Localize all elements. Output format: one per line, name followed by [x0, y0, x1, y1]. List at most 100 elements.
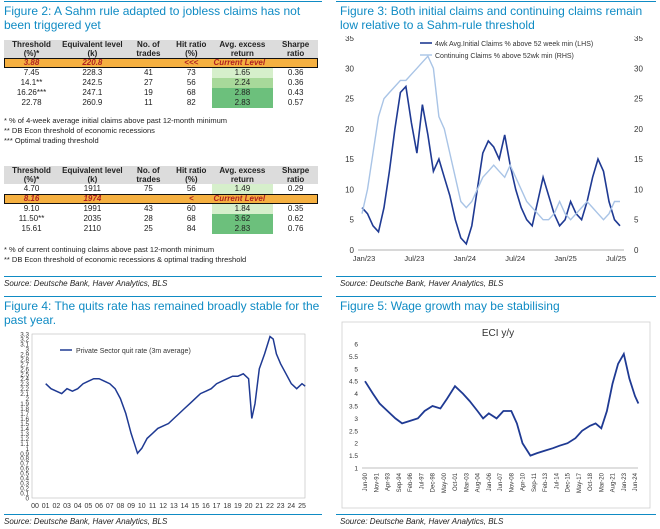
x-tick-label: 23	[277, 503, 285, 510]
x-tick-label: 14	[181, 503, 189, 510]
figure-5-source: Source: Deutsche Bank, Haver Analytics, …	[340, 517, 504, 526]
table-cell: 1991	[83, 204, 102, 213]
table-cell: 60	[186, 204, 196, 213]
y-tick-label: 2.2	[20, 386, 29, 393]
x-tick-label: Jan-23	[622, 472, 628, 491]
y-tick-label: 0.7	[20, 461, 29, 468]
y-left-tick-label: 25	[345, 95, 354, 104]
y-tick-label: 2.7	[20, 361, 29, 368]
x-tick-label: Jun-24	[633, 472, 639, 491]
table-header-cell: Equivalent level (k)	[62, 166, 123, 184]
x-tick-label: 03	[63, 503, 71, 510]
table-row: 11.50** 2035 28 68 3.62 0.62	[4, 214, 318, 224]
y-tick-label: 2.9	[20, 351, 29, 358]
x-tick-label: 17	[213, 503, 221, 510]
x-tick-label: Jul-97	[419, 472, 425, 489]
current-level-label-cell: Current Level	[211, 58, 318, 68]
x-tick-label: Sep-94	[397, 472, 403, 492]
x-tick-label: 01	[42, 503, 50, 510]
legend-label-continuing-claims: Continuing Claims % above 52wk min (RHS)	[435, 53, 574, 60]
x-tick-label: 18	[223, 503, 231, 510]
y-tick-label: 2.5	[20, 371, 29, 378]
figure-3-chart: 0 5 10 15 20 25 30 35 0 5 10 15 20 25 30 35 Jan/23 Jul/23…	[345, 36, 643, 263]
table-cell: 0.57	[287, 98, 304, 107]
figure-4-panel: Figure 4: The quits rate has remained br…	[0, 296, 325, 529]
table-cell: 0.76	[287, 224, 304, 233]
y-tick-label: 3.2	[20, 336, 29, 343]
figure-3-source: Source: Deutsche Bank, Haver Analytics, …	[340, 279, 504, 288]
table-cell	[125, 58, 172, 68]
legend-label-quit-rate: Private Sector quit rate (3m average)	[76, 348, 191, 355]
table-cell: 11	[144, 98, 153, 107]
y-right-tick-label: 5	[634, 216, 639, 225]
y-left-tick-label: 10	[345, 185, 354, 194]
table-footnote: *** Optimal trading threshold	[4, 136, 99, 145]
y-tick-label: 0.4	[20, 476, 29, 483]
figure-4-title: Figure 4: The quits rate has remained br…	[4, 299, 320, 327]
y-tick-label: 3	[354, 416, 358, 423]
x-tick-label: Jul/23	[404, 254, 424, 263]
x-tick-label: Oct-18	[588, 472, 594, 491]
figure-3-panel: Figure 3: Both initial claims and contin…	[336, 0, 660, 290]
x-tick-label: 00	[31, 503, 39, 510]
figure-2-bottom-rule	[4, 276, 322, 277]
table-cell: 19	[143, 88, 153, 97]
table-header-cell: Hit ratio (%)	[176, 40, 207, 58]
x-tick-label: 25	[298, 503, 306, 510]
y-tick-label: 2.5	[349, 428, 358, 435]
current-marker-cell: <<<	[171, 58, 212, 68]
y-right-tick-label: 0	[634, 246, 639, 255]
table-cell: 14.1**	[20, 78, 43, 87]
y-tick-label: 0.3	[20, 481, 29, 488]
y-tick-label: 2.3	[20, 381, 29, 388]
table-cell: 247.1	[82, 88, 103, 97]
current-level-label-cell: Current Level	[211, 194, 318, 204]
figure-2-top-rule	[4, 1, 322, 2]
table-cell: 84	[186, 224, 196, 233]
table-row: 16.26*** 247.1 19 68 2.88 0.43	[4, 88, 318, 98]
table-cell: 75	[143, 184, 153, 193]
y-tick-label: 1	[25, 446, 29, 453]
y-tick-label: 3	[25, 346, 29, 353]
x-tick-label: 24	[287, 503, 295, 510]
x-tick-label: 02	[52, 503, 60, 510]
table-row: 22.78 260.9 11 82 2.83 0.57	[4, 98, 318, 108]
x-tick-label: Dec-98	[431, 472, 437, 492]
y-tick-label: 1.4	[20, 426, 29, 433]
y-tick-label: 1	[354, 466, 358, 473]
avg-excess-return-cell: 1.84	[211, 204, 274, 214]
current-marker-cell: <	[171, 194, 212, 204]
table-row: 15.61 2110 25 84 2.83 0.76	[4, 224, 318, 234]
y-left-tick-label: 35	[345, 36, 354, 43]
y-left-tick-label: 20	[345, 125, 354, 134]
y-tick-label: 0.9	[20, 451, 29, 458]
y-tick-label: 1.5	[349, 453, 358, 460]
x-tick-label: Jan/23	[353, 254, 376, 263]
figure-4-source: Source: Deutsche Bank, Haver Analytics, …	[4, 517, 168, 526]
table-header-cell: No. of trades	[136, 40, 161, 58]
avg-excess-return-cell: 2.83	[211, 98, 274, 108]
table-header-cell: Hit ratio (%)	[176, 166, 207, 184]
x-tick-label: 07	[106, 503, 114, 510]
x-tick-label: Apr-93	[386, 472, 392, 491]
x-tick-label: 11	[149, 503, 156, 510]
current-threshold-cell: 8.16	[4, 194, 60, 204]
x-tick-label: Jul/25	[606, 254, 626, 263]
series-line-eci	[364, 351, 640, 457]
y-tick-label: 5.5	[349, 354, 358, 361]
series-line-continuing-claims	[361, 54, 620, 221]
y-tick-label: 1.7	[20, 411, 29, 418]
y-tick-label: 2.8	[20, 356, 29, 363]
figure-5-chart: ECI y/y 1 1.5 2 2.5 3 3.5 4 4.5 5 5.5 6 Jun-90 Nov-91…	[341, 321, 651, 509]
x-tick-label: 09	[127, 503, 135, 510]
y-tick-label: 0.6	[20, 466, 29, 473]
y-right-tick-label: 20	[634, 125, 643, 134]
x-tick-label: Aug-04	[476, 472, 482, 492]
x-tick-label: Mar-20	[599, 472, 605, 492]
table-cell: 43	[143, 204, 153, 213]
x-tick-label: May-00	[442, 472, 448, 493]
figure-5-top-rule	[336, 296, 656, 297]
x-tick-label: Aug-21	[611, 472, 617, 492]
legend-label-initial-claims: 4wk Avg.Initial Claims % above 52 week m…	[435, 41, 593, 48]
table-cell: 15.61	[21, 224, 42, 233]
